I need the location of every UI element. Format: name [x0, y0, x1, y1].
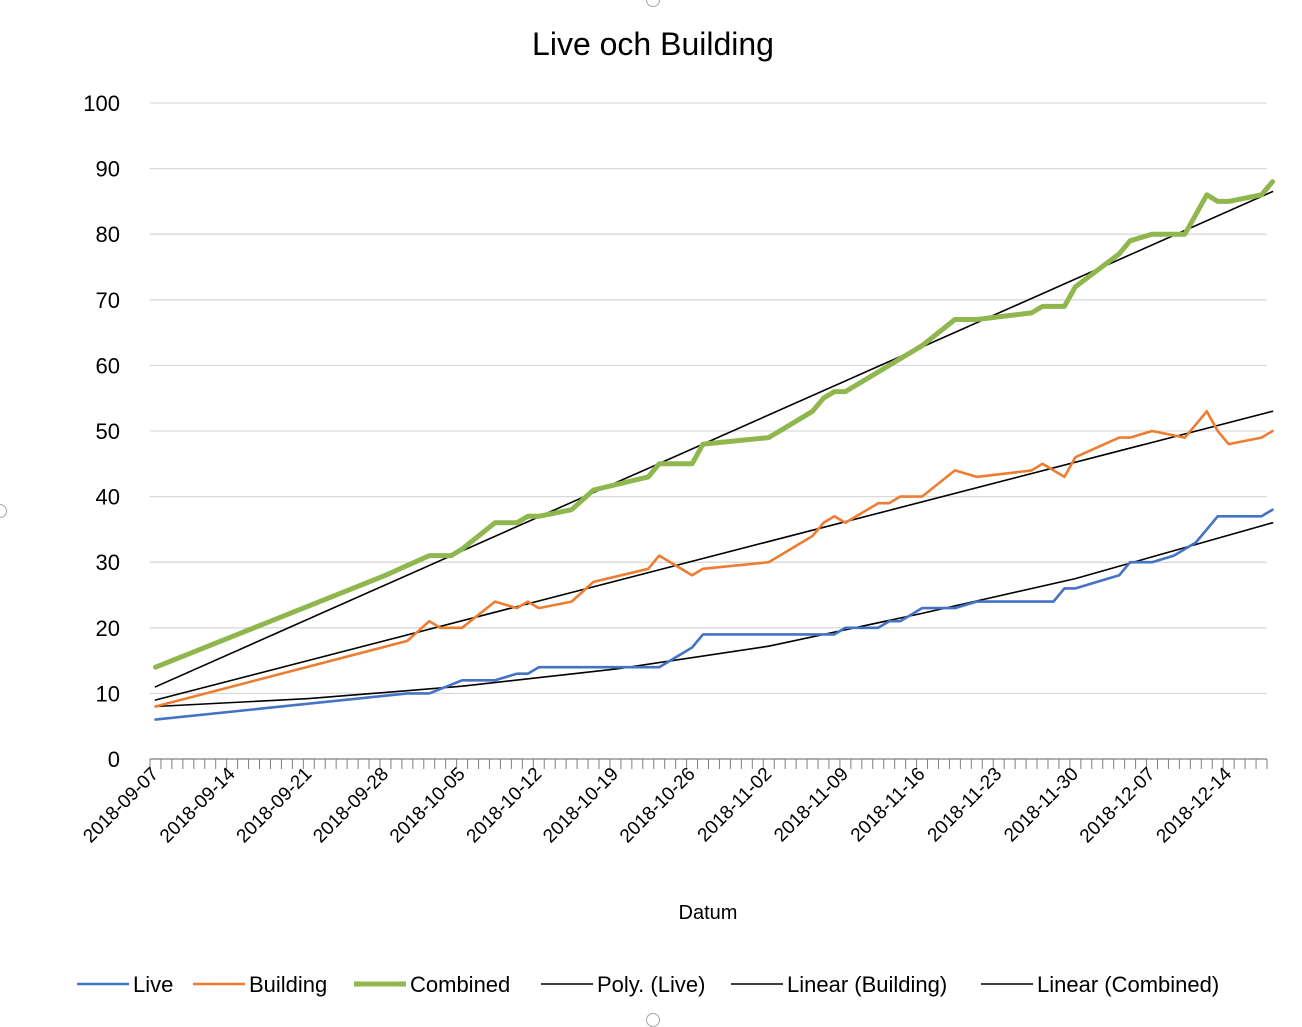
plot-area	[153, 179, 1275, 721]
legend-item-poly-live: Poly. (Live)	[541, 972, 705, 997]
y-tick-label: 0	[108, 747, 120, 772]
x-axis-title: Datum	[679, 902, 738, 924]
series-line-poly-live	[154, 521, 1274, 708]
y-tick-label: 90	[96, 157, 120, 182]
chart-title: Live och Building	[532, 26, 774, 62]
series-line-live	[154, 508, 1274, 721]
y-tick-label: 40	[96, 485, 120, 510]
y-tick-label: 60	[96, 353, 120, 378]
legend-label: Building	[249, 972, 327, 997]
legend-label: Live	[133, 972, 173, 997]
legend-item-linear-building: Linear (Building)	[731, 972, 947, 997]
y-tick-label: 100	[83, 91, 120, 116]
legend-label: Combined	[410, 972, 510, 997]
series-line-linear-combined	[154, 190, 1274, 688]
y-tick-label: 70	[96, 288, 120, 313]
legend: Live Building Combined Poly. (Live) Linear (…	[77, 972, 1219, 997]
legend-label: Poly. (Live)	[597, 972, 705, 997]
y-tick-label: 80	[96, 222, 120, 247]
y-tick-label: 10	[96, 681, 120, 706]
y-axis: 0 10 20 30 40 50 60 70 80 90 100	[83, 91, 120, 772]
gridlines	[150, 102, 1267, 695]
legend-item-building: Building	[193, 972, 327, 997]
legend-item-live: Live	[77, 972, 173, 997]
series-line-building	[154, 409, 1274, 708]
series-line-linear-building	[154, 410, 1274, 701]
legend-item-combined: Combined	[354, 972, 510, 997]
chart-resize-handle-bottom[interactable]	[646, 1013, 660, 1027]
y-tick-label: 20	[96, 616, 120, 641]
legend-label: Linear (Building)	[787, 972, 947, 997]
y-tick-label: 30	[96, 550, 120, 575]
y-tick-label: 50	[96, 419, 120, 444]
series-line-combined	[153, 179, 1275, 670]
legend-item-linear-combined: Linear (Combined)	[981, 972, 1219, 997]
legend-label: Linear (Combined)	[1037, 972, 1219, 997]
